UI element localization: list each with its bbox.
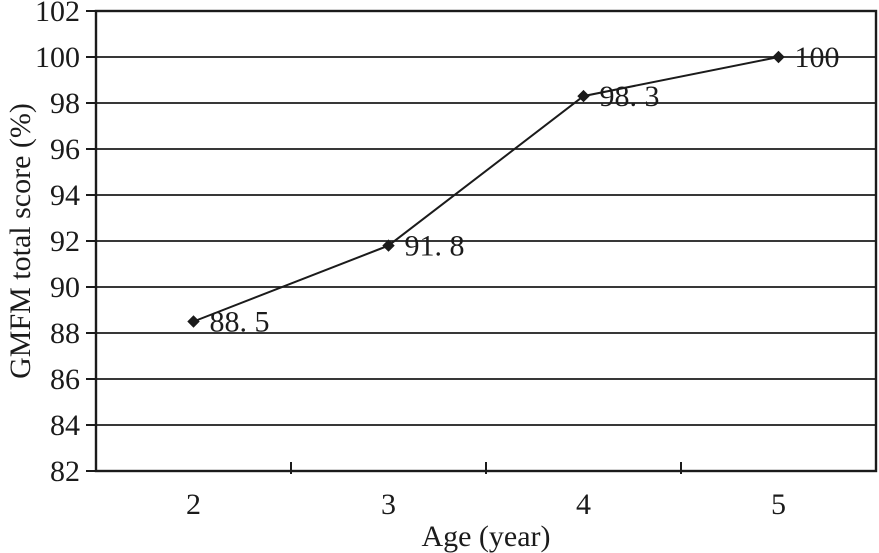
x-tick-label: 5: [771, 488, 786, 521]
series-line: [193, 56, 779, 323]
y-tick-label: 100: [35, 41, 80, 74]
y-axis-title: GMFM total score (%): [4, 103, 37, 379]
data-point-marker: [187, 315, 200, 328]
axis-ticks: [86, 10, 682, 474]
y-tick-label: 98: [50, 87, 80, 120]
y-tick-label: 84: [50, 409, 80, 442]
data-point-label: 91. 8: [405, 230, 465, 263]
x-tick-label: 2: [186, 488, 201, 521]
y-tick-label: 92: [50, 225, 80, 258]
y-tick-label: 86: [50, 363, 80, 396]
data-series: 88. 5 91. 8 98. 3 100: [187, 41, 840, 339]
plot-area-border: [94, 9, 878, 473]
y-tick-label: 94: [50, 179, 80, 212]
data-point-label: 88. 5: [210, 306, 270, 339]
data-point-marker: [772, 50, 785, 64]
data-point-marker: [577, 89, 590, 103]
y-tick-label: 88: [50, 317, 80, 350]
data-point-label: 98. 3: [600, 80, 660, 113]
data-point-marker: [382, 239, 395, 252]
y-tick-label: 96: [50, 133, 80, 166]
tick-labels: 82 84 86 88 90 92 94 96 98 100 102 2 3 4 5: [35, 0, 786, 521]
x-tick-label: 4: [576, 488, 591, 521]
data-point-label: 100: [795, 41, 840, 74]
y-tick-label: 90: [50, 271, 80, 304]
x-axis-title: Age (year): [421, 520, 550, 553]
y-tick-label: 102: [35, 0, 80, 28]
y-tick-label: 82: [50, 455, 80, 488]
x-tick-label: 3: [381, 488, 396, 521]
gridlines: [96, 10, 876, 472]
